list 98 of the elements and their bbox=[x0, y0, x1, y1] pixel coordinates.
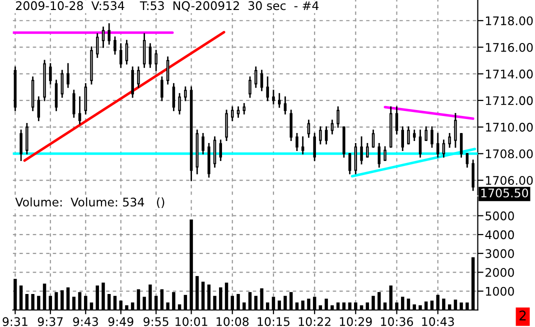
candlestick bbox=[236, 106, 240, 118]
y-tick-label: 2000 bbox=[486, 268, 514, 277]
candlestick bbox=[225, 110, 228, 142]
candlestick bbox=[131, 66, 134, 98]
candlestick bbox=[96, 33, 99, 58]
candlestick bbox=[319, 126, 322, 144]
candlestick bbox=[119, 43, 122, 68]
candlestick bbox=[266, 76, 269, 102]
x-tick-label: 9:31 bbox=[2, 317, 28, 326]
y-tick-label: 5000 bbox=[486, 211, 514, 220]
candlestick bbox=[418, 130, 422, 158]
candlestick bbox=[366, 142, 369, 158]
candlestick bbox=[160, 76, 164, 102]
text: 2 bbox=[520, 310, 526, 320]
y-tick-label: 4000 bbox=[485, 230, 514, 240]
candlestick bbox=[395, 106, 398, 134]
annotation: 1705.50 bbox=[481, 188, 528, 198]
candlestick bbox=[254, 66, 258, 88]
x-tick-label: 10:22 bbox=[298, 317, 330, 326]
candlestick bbox=[172, 83, 176, 112]
candlestick bbox=[154, 50, 158, 72]
candlestick bbox=[84, 83, 88, 114]
candlestick bbox=[412, 130, 416, 142]
candlestick bbox=[307, 120, 310, 138]
candlestick bbox=[284, 96, 287, 114]
candlestick bbox=[296, 133, 298, 152]
candlestick bbox=[301, 136, 304, 154]
candlestick bbox=[436, 133, 440, 158]
chart-title: Volume: Volume: 534 () bbox=[15, 197, 164, 208]
candlestick bbox=[213, 136, 216, 168]
candlestick bbox=[272, 90, 275, 104]
candlestick bbox=[360, 136, 363, 164]
candlestick bbox=[54, 80, 58, 112]
candlestick bbox=[466, 152, 469, 168]
candlestick bbox=[148, 43, 152, 68]
candlestick bbox=[313, 133, 316, 161]
x-tick-label: 10:29 bbox=[340, 317, 372, 326]
candlestick bbox=[324, 126, 328, 144]
x-tick-label: 10:15 bbox=[258, 317, 290, 326]
candlestick bbox=[37, 96, 40, 122]
candlestick bbox=[330, 120, 334, 134]
candlestick bbox=[336, 106, 340, 128]
candlestick bbox=[178, 93, 181, 114]
x-tick-label: 9:55 bbox=[144, 317, 168, 326]
candlestick bbox=[454, 113, 457, 148]
candlestick bbox=[219, 140, 222, 161]
candlestick bbox=[384, 146, 386, 161]
candlestick bbox=[430, 126, 434, 148]
candlestick bbox=[378, 142, 381, 168]
candlestick bbox=[49, 63, 52, 85]
candlestick bbox=[142, 33, 146, 68]
candlestick bbox=[66, 63, 70, 88]
x-tick-label: 9:37 bbox=[38, 317, 63, 326]
candlestick bbox=[202, 133, 204, 154]
chart-title: 2009-10-28 V:534 T:53 NQ-200912 30 sec - #4 bbox=[16, 1, 319, 12]
candlestick bbox=[166, 56, 170, 85]
y-tick-label: 1708.00 bbox=[486, 149, 533, 158]
candlestick bbox=[26, 123, 28, 154]
candlestick bbox=[125, 40, 128, 65]
candlestick bbox=[60, 70, 64, 98]
candlestick bbox=[278, 93, 281, 108]
y-tick-label: 1714.00 bbox=[486, 70, 533, 78]
candlestick bbox=[442, 140, 446, 158]
candlestick bbox=[230, 106, 234, 122]
y-tick-label: 1716.00 bbox=[486, 42, 533, 52]
candlestick bbox=[184, 86, 187, 102]
candlestick bbox=[72, 90, 76, 118]
candlestick bbox=[460, 133, 463, 158]
candlestick bbox=[372, 130, 375, 148]
x-tick-label: 10:36 bbox=[381, 317, 414, 326]
y-tick-label: 3000 bbox=[486, 249, 514, 258]
y-tick-label: 1718.00 bbox=[486, 16, 533, 26]
x-tick-label: 10:43 bbox=[422, 317, 454, 326]
candlestick bbox=[114, 36, 116, 55]
y-tick-label: 1710.00 bbox=[486, 122, 533, 132]
candlestick bbox=[407, 126, 410, 144]
candlestick bbox=[260, 70, 264, 92]
candlestick bbox=[20, 130, 22, 161]
y-tick-label: 1000 bbox=[486, 286, 514, 296]
candlestick bbox=[248, 76, 252, 98]
candlestick bbox=[354, 142, 358, 174]
candlestick bbox=[102, 26, 105, 48]
candlestick bbox=[290, 110, 292, 142]
x-tick-label: 9:43 bbox=[73, 317, 98, 326]
candlestick bbox=[348, 152, 352, 174]
candlestick bbox=[472, 160, 474, 191]
candlestick bbox=[137, 66, 140, 88]
candlestick bbox=[242, 103, 246, 114]
candlestick bbox=[78, 96, 82, 124]
y-tick-label: 1712.00 bbox=[486, 96, 533, 106]
candlestick bbox=[424, 126, 428, 142]
y-tick-label: 1706.00 bbox=[486, 176, 533, 185]
candlestick bbox=[401, 126, 404, 152]
x-tick-label: 9:49 bbox=[108, 317, 134, 326]
x-tick-label: 10:01 bbox=[176, 317, 208, 326]
candlestick bbox=[448, 133, 451, 148]
candlestick bbox=[108, 23, 110, 45]
x-tick-label: 10:08 bbox=[216, 317, 249, 326]
